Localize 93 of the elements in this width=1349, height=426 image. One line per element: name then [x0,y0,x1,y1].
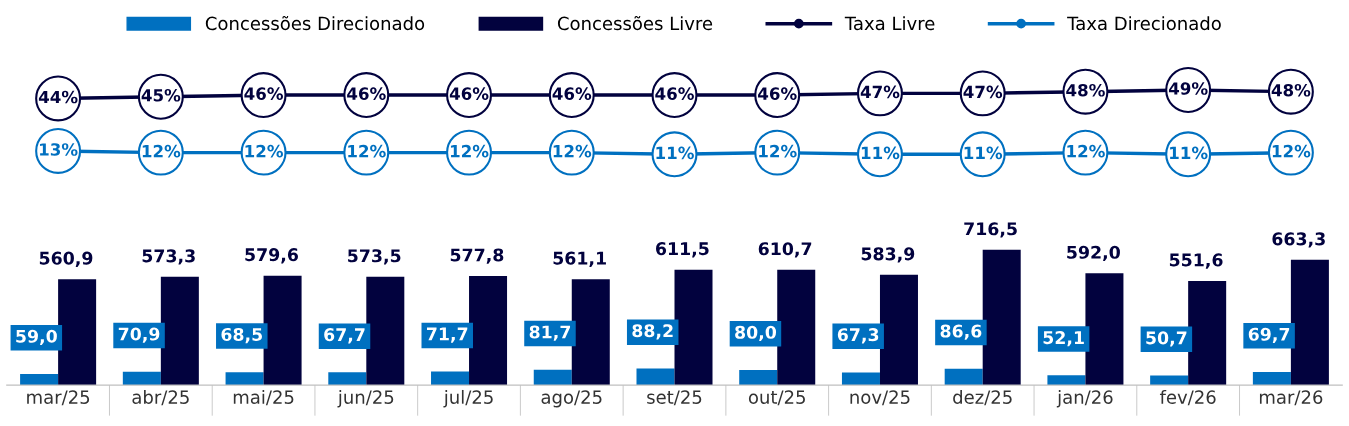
bar [58,279,97,386]
data-label: 46% [758,87,797,100]
bar [1085,273,1124,386]
data-label: 12% [142,144,181,158]
data-label: 577,8 [450,248,504,264]
bar [982,249,1021,386]
x-tick-label: dez/25 [953,389,1012,406]
data-label: 49% [1168,82,1208,95]
data-label: 69,7 [1248,327,1290,344]
data-label: 46% [347,87,386,100]
data-label: 12% [245,144,283,158]
bar [1188,280,1227,386]
data-label: 45% [141,88,181,102]
data-label: 610,7 [758,242,812,258]
bar [674,269,713,386]
data-label: 47% [963,85,1003,99]
bar [366,276,405,386]
bar [1290,259,1329,386]
data-label: 50,7 [1146,331,1187,347]
x-tick-label: nov/25 [850,390,910,406]
bar [636,368,675,386]
data-label: 68,5 [221,327,262,344]
data-label: 88,2 [632,324,673,340]
bar [879,274,918,386]
data-label: 71,7 [427,327,468,343]
data-label: 46% [655,87,694,100]
bar [225,372,264,386]
legend-label: Concessões Direcionado [205,15,425,31]
data-label: 44% [38,90,78,104]
x-tick-label: mar/25 [27,390,90,406]
bar [469,276,508,386]
data-label: 12% [348,144,386,158]
data-label: 12% [1067,144,1105,158]
x-tick-label: mar/26 [1259,390,1323,406]
data-label: 12% [1272,144,1311,158]
data-label: 67,3 [837,328,879,344]
bar [263,275,302,386]
data-label: 80,0 [735,325,777,342]
data-label: 592,0 [1067,245,1120,262]
legend-label: Taxa Direcionado [1067,16,1221,31]
data-label: 551,6 [1169,253,1223,269]
x-tick-label: set/25 [647,390,702,406]
data-label: 560,9 [39,251,93,267]
data-label: 663,3 [1272,232,1325,248]
data-label: 573,5 [348,249,401,265]
data-label: 67,7 [324,328,365,344]
data-label: 48% [1066,83,1105,97]
data-label: 579,6 [245,248,298,264]
bar [841,372,880,386]
x-tick-label: out/25 [748,390,805,406]
bar [328,372,367,386]
data-label: 11% [656,146,694,160]
data-label: 611,5 [656,242,709,258]
x-tick-label: abr/25 [132,389,189,406]
x-tick-label: jul/25 [443,389,493,408]
bar [122,371,161,386]
data-label: 12% [553,144,592,158]
data-label: 81,7 [529,325,571,341]
data-label: 11% [861,146,900,160]
bar [1047,375,1086,386]
bar [20,373,59,386]
data-label: 48% [1271,83,1311,97]
bar [777,269,816,386]
x-tick-label: ago/25 [541,390,602,408]
bar [571,279,610,386]
x-tick-label: fev/26 [1159,389,1216,406]
x-tick-label: mai/25 [233,389,294,406]
data-label: 12% [759,144,797,158]
bar [160,276,199,386]
data-label: 46% [449,87,489,100]
bar [944,368,983,386]
data-label: 11% [1170,146,1208,160]
bar [1252,371,1291,386]
bar [533,369,572,386]
data-label: 573,3 [142,249,195,265]
legend-label: Concessões Livre [557,15,713,31]
x-tick-label: jun/25 [337,389,394,408]
bar [739,370,778,386]
data-label: 13% [40,143,78,156]
data-label: 47% [860,85,900,99]
data-label: 46% [552,87,592,100]
data-label: 70,9 [118,327,160,343]
data-label: 12% [450,144,489,158]
data-label: 46% [244,87,283,100]
data-label: 86,6 [940,324,982,340]
data-label: 11% [964,146,1003,160]
data-label: 59,0 [16,329,57,346]
x-tick-label: jan/26 [1056,389,1113,408]
data-label: 583,9 [861,247,915,263]
data-label: 561,1 [553,251,606,267]
data-label: 52,1 [1043,330,1084,347]
data-label: 716,5 [964,222,1017,238]
legend-label: Taxa Livre [844,16,935,31]
